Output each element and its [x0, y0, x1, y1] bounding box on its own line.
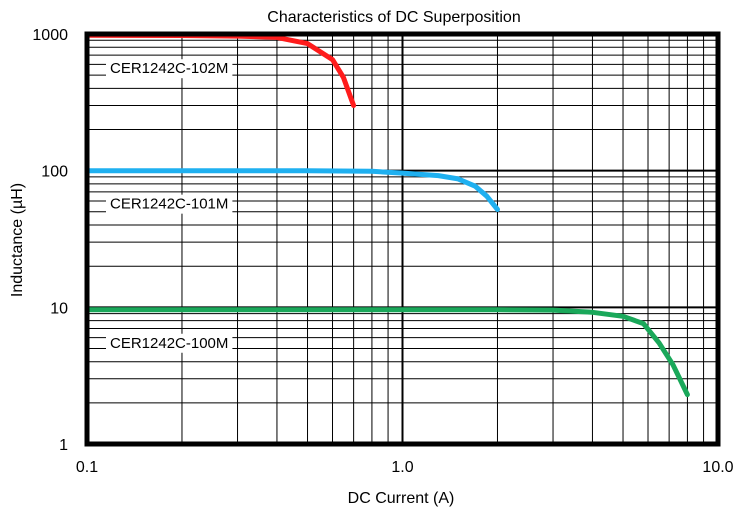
series-label: CER1242C-101M — [110, 196, 228, 213]
series-labels: CER1242C-102M CER1242C-101M CER1242C-100M — [106, 59, 233, 353]
chart-title: Characteristics of DC Superposition — [267, 9, 520, 26]
y-tick-label: 100 — [41, 164, 68, 181]
series-label-box — [106, 194, 233, 214]
y-axis-label: Inductance (µH) — [9, 183, 26, 297]
y-tick-label: 1 — [59, 437, 68, 454]
series-label-box — [106, 59, 233, 79]
x-tick-label: 0.1 — [76, 459, 98, 476]
series-line — [84, 168, 500, 212]
series-line — [84, 307, 690, 398]
tick-labels: 0.1 1.0 10.0 1 10 100 1000 — [32, 27, 733, 476]
series-label: CER1242C-100M — [110, 335, 228, 352]
y-tick-label: 10 — [50, 300, 68, 317]
x-axis-label: DC Current (A) — [348, 490, 455, 507]
grid — [87, 34, 718, 444]
series-label-box — [106, 333, 233, 353]
y-tick-label: 1000 — [32, 27, 68, 44]
x-tick-label: 1.0 — [391, 459, 413, 476]
series-label: CER1242C-102M — [110, 60, 228, 77]
x-tick-label: 10.0 — [702, 459, 733, 476]
plot-frame — [84, 31, 721, 447]
